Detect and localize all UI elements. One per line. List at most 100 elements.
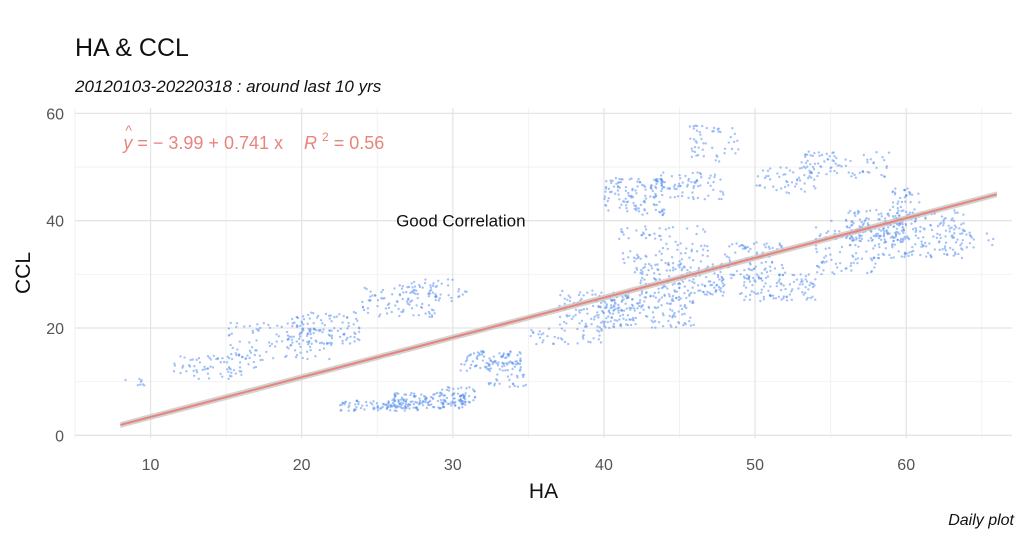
- data-point: [897, 209, 900, 212]
- data-point: [787, 191, 791, 195]
- data-point: [875, 208, 878, 212]
- data-point: [961, 238, 965, 242]
- data-point: [730, 147, 734, 151]
- data-point: [383, 297, 386, 300]
- data-point: [679, 242, 682, 245]
- data-point: [227, 370, 230, 374]
- data-point: [677, 298, 681, 302]
- data-point: [375, 401, 379, 405]
- data-point: [511, 361, 514, 365]
- data-point: [461, 400, 465, 403]
- data-point: [306, 332, 310, 336]
- data-point: [474, 364, 478, 368]
- data-point: [504, 369, 507, 372]
- data-point: [387, 401, 390, 405]
- data-point: [873, 244, 877, 247]
- data-point: [607, 315, 610, 318]
- data-point: [410, 391, 413, 395]
- data-point: [481, 359, 485, 362]
- data-point: [619, 314, 622, 318]
- data-point: [772, 297, 775, 300]
- data-point: [693, 146, 697, 149]
- data-point: [877, 253, 880, 256]
- data-point: [954, 226, 958, 229]
- data-point: [289, 343, 293, 347]
- data-point: [938, 248, 941, 252]
- data-point: [465, 369, 469, 373]
- data-point: [255, 328, 258, 331]
- data-point: [784, 173, 787, 176]
- data-point: [814, 187, 817, 190]
- data-point: [756, 175, 760, 178]
- data-point: [299, 324, 302, 328]
- data-point: [809, 281, 812, 284]
- data-point: [513, 365, 517, 368]
- data-point: [268, 344, 272, 348]
- data-point: [781, 273, 785, 277]
- data-point: [728, 258, 731, 262]
- data-point: [576, 327, 579, 331]
- data-point: [624, 204, 628, 207]
- data-point: [574, 313, 577, 317]
- data-point: [671, 269, 675, 272]
- data-point: [673, 311, 676, 315]
- data-point: [851, 172, 854, 175]
- data-point: [960, 256, 964, 260]
- data-point: [709, 184, 712, 187]
- data-point: [417, 314, 420, 317]
- data-point: [316, 314, 320, 318]
- data-point: [730, 276, 733, 280]
- data-point: [394, 304, 397, 307]
- data-point: [380, 290, 383, 294]
- data-point: [469, 363, 473, 367]
- data-point: [308, 330, 312, 333]
- data-point: [497, 361, 500, 364]
- data-point: [512, 382, 515, 386]
- data-point: [632, 201, 635, 205]
- data-point: [763, 176, 767, 180]
- data-point: [631, 196, 635, 199]
- data-point: [669, 196, 672, 199]
- data-point: [488, 369, 491, 373]
- data-point: [882, 175, 886, 178]
- data-point: [363, 286, 366, 289]
- data-point: [138, 383, 142, 386]
- data-point: [781, 266, 785, 270]
- data-point: [693, 281, 696, 285]
- data-point: [764, 260, 768, 264]
- data-point: [767, 245, 771, 249]
- data-point: [750, 269, 754, 272]
- data-point: [730, 243, 734, 246]
- data-point: [225, 368, 229, 371]
- data-point: [777, 295, 781, 298]
- data-point: [429, 288, 433, 292]
- data-point: [719, 290, 723, 293]
- data-point: [343, 403, 346, 406]
- data-point: [541, 341, 544, 344]
- data-point: [587, 340, 590, 344]
- data-point: [434, 285, 437, 289]
- data-point: [764, 246, 767, 249]
- data-point: [844, 218, 848, 222]
- data-point: [468, 353, 472, 357]
- data-point: [838, 164, 841, 167]
- data-point: [582, 329, 585, 332]
- data-point: [896, 202, 899, 205]
- data-point: [888, 208, 892, 212]
- data-point: [364, 400, 368, 404]
- data-point: [627, 191, 630, 195]
- data-point: [615, 319, 619, 322]
- data-point: [877, 213, 880, 216]
- data-point: [834, 262, 838, 266]
- data-point: [847, 211, 850, 215]
- data-point: [956, 211, 959, 214]
- data-point: [712, 188, 715, 192]
- data-point: [825, 260, 828, 263]
- data-point: [418, 285, 422, 289]
- data-point: [703, 197, 706, 201]
- data-point: [596, 325, 599, 328]
- data-point: [896, 231, 900, 234]
- data-point: [428, 315, 431, 319]
- data-point: [644, 236, 648, 240]
